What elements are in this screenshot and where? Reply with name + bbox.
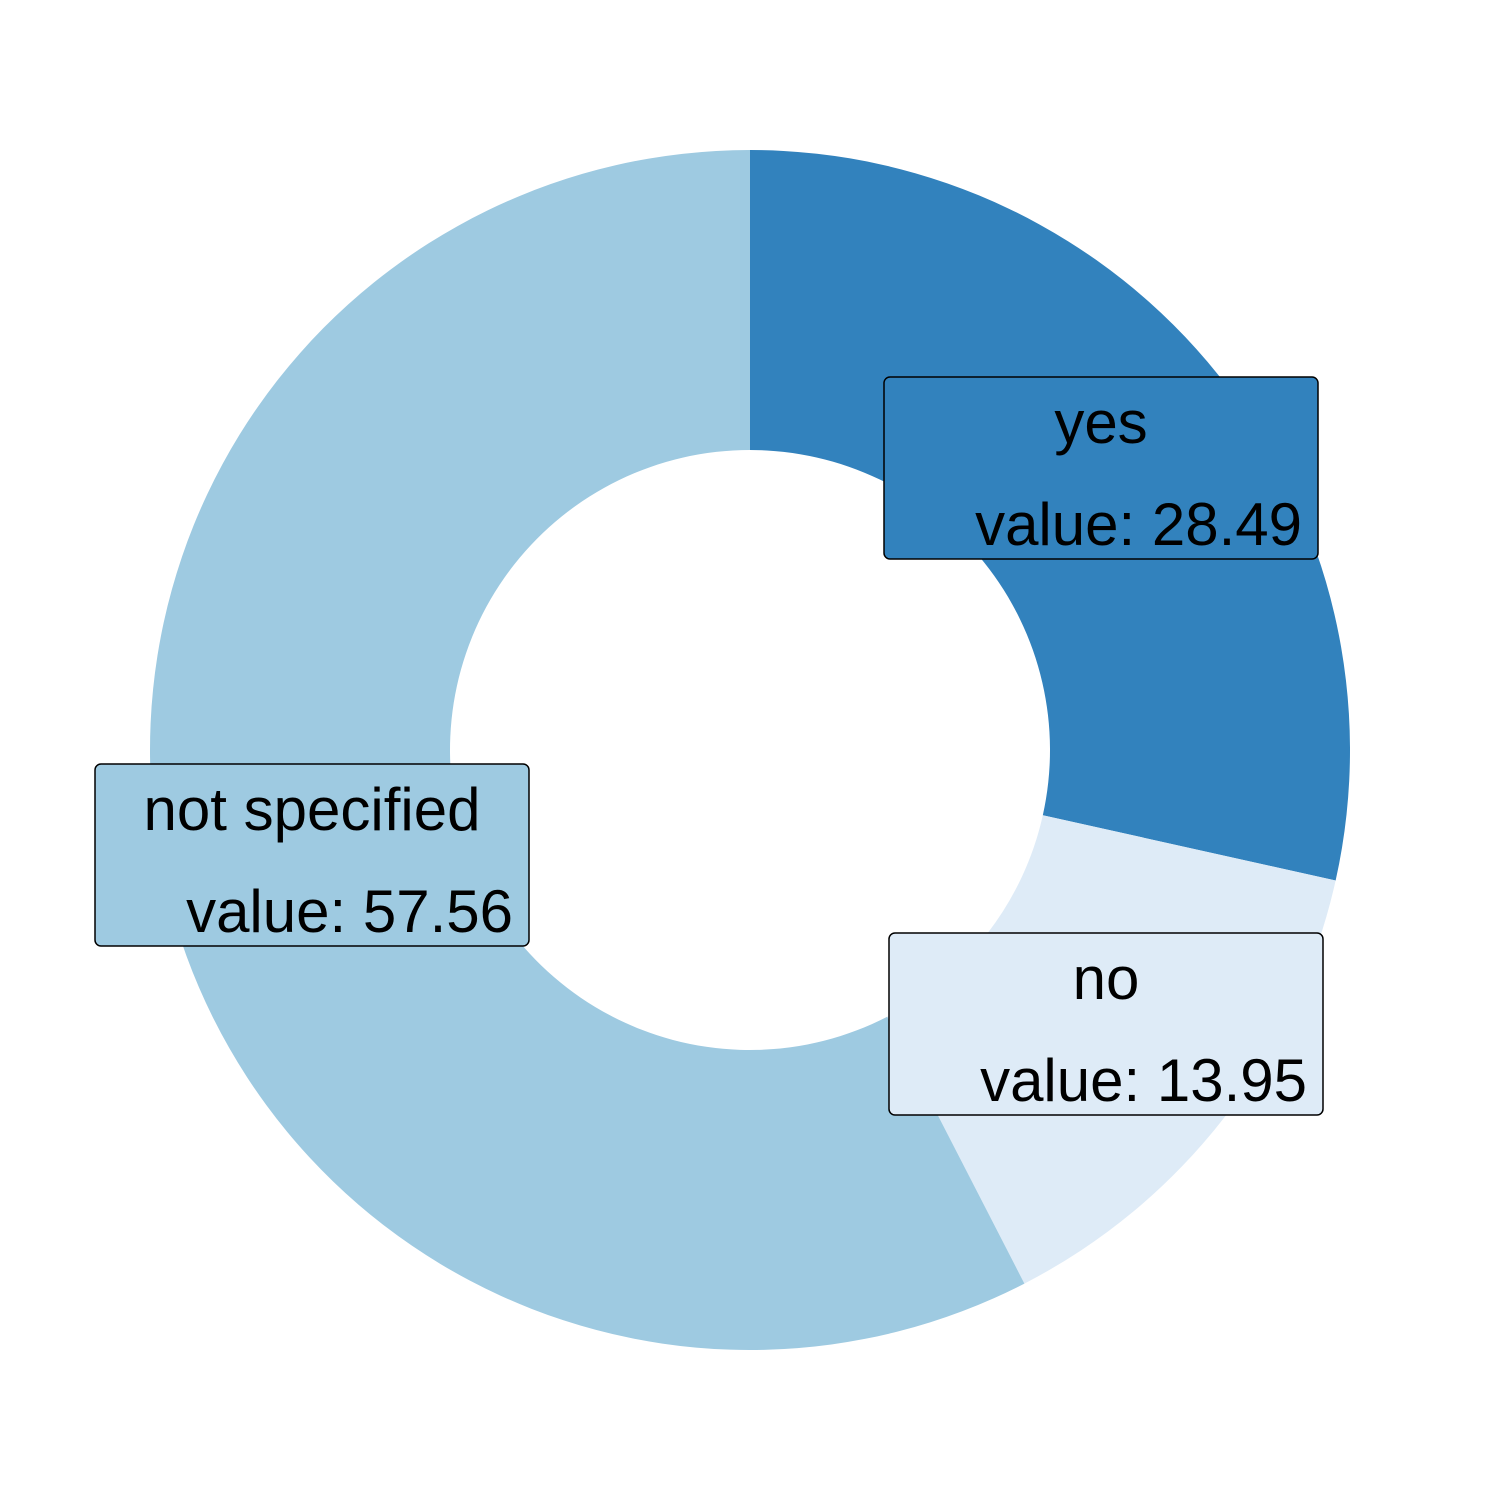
slice-label-value: value: 28.49 <box>975 491 1302 558</box>
slice-label-value: value: 13.95 <box>980 1047 1307 1114</box>
slice-label-yes: yes value: 28.49 <box>883 376 1319 560</box>
slice-label-name: not specified <box>144 776 481 843</box>
slice-label-box <box>94 763 530 947</box>
slice-label-name: no <box>1073 945 1140 1012</box>
slice-label-name: yes <box>1054 389 1147 456</box>
slice-label-value: value: 57.56 <box>186 878 513 945</box>
slice-label-box <box>888 932 1324 1116</box>
slice-label-box <box>883 376 1319 560</box>
donut-slice-not-specified <box>150 150 1025 1350</box>
slice-label-not-specified: not specified value: 57.56 <box>94 763 530 947</box>
slice-label-no: no value: 13.95 <box>888 932 1324 1116</box>
